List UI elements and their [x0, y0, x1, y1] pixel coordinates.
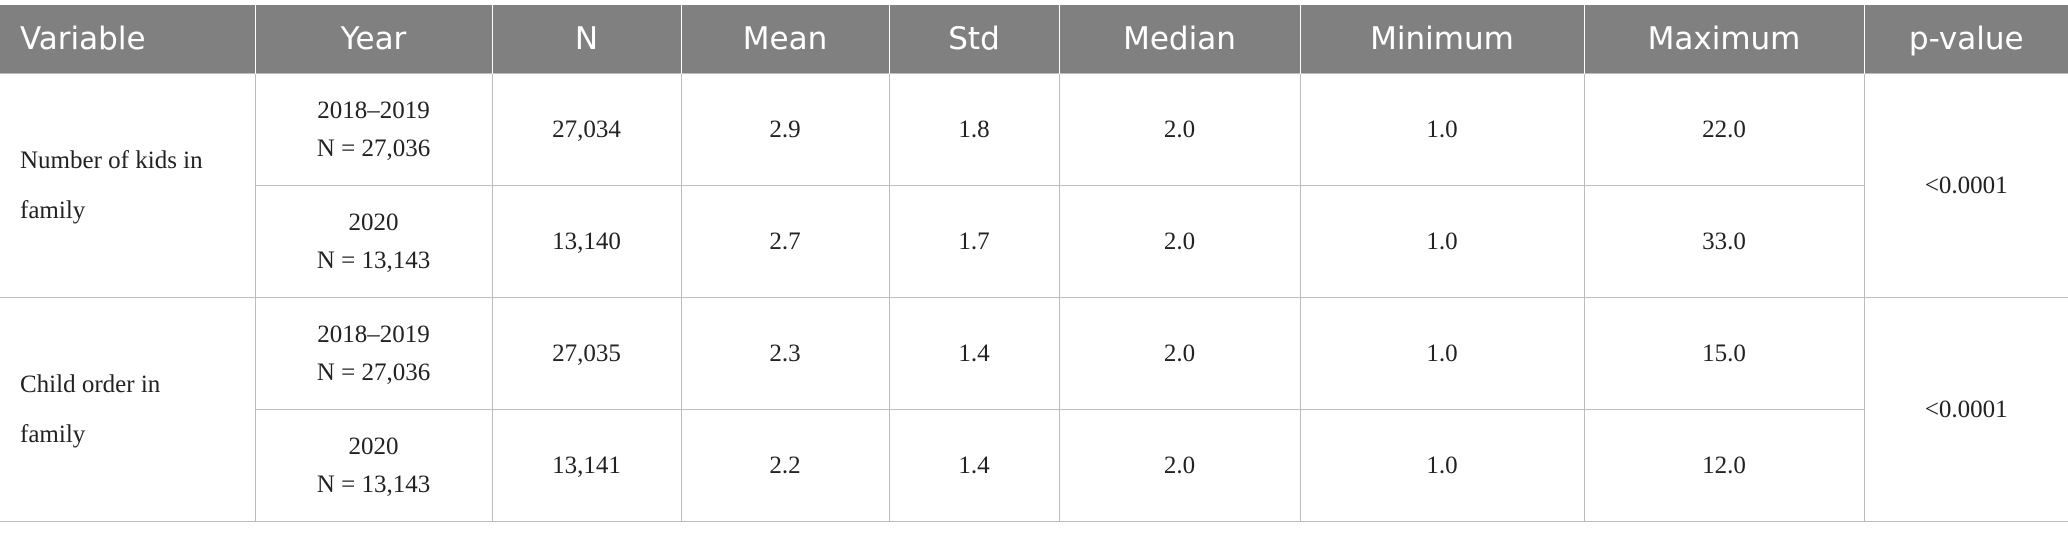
value-cell: 1.0 — [1299, 409, 1585, 522]
year-n: N = 13,143 — [316, 246, 431, 274]
year-n: N = 27,036 — [316, 134, 431, 162]
value-cell: 2.0 — [1058, 297, 1301, 410]
year-cell: 2018–2019 N = 27,036 — [254, 297, 493, 410]
header-cell: Std — [888, 5, 1059, 74]
value-cell: 33.0 — [1583, 185, 1865, 298]
value-cell: 12.0 — [1583, 409, 1865, 522]
value-cell: 27,035 — [491, 297, 682, 410]
table-row: 2020 N = 13,143 13,140 2.7 1.7 2.0 1.0 33.0 — [0, 185, 2068, 298]
value-cell: 15.0 — [1583, 297, 1865, 410]
table-row: Number of kids in family 2018–2019 N = 27,… — [0, 73, 2068, 298]
value-cell: 1.7 — [888, 185, 1060, 298]
table-row: 2020 N = 13,143 13,141 2.2 1.4 2.0 1.0 12.0 — [0, 409, 2068, 522]
p-value-cell: <0.0001 — [1863, 297, 2068, 522]
value-cell: 13,140 — [491, 185, 682, 298]
header-cell: Maximum — [1583, 5, 1864, 74]
value-cell: 2.9 — [680, 73, 890, 186]
header-cell: p-value — [1863, 5, 2068, 74]
value-cell: 1.4 — [888, 297, 1060, 410]
year: 2020 — [348, 432, 399, 460]
year-n: N = 27,036 — [316, 358, 431, 386]
year: 2018–2019 — [317, 96, 430, 124]
value-cell: 1.8 — [888, 73, 1060, 186]
value-cell: 2.7 — [680, 185, 890, 298]
header-cell: Minimum — [1299, 5, 1584, 74]
table-body: Number of kids in family 2018–2019 N = 27,… — [0, 73, 2068, 522]
variable-cell: Child order in family — [0, 297, 256, 522]
header-row: Variable Year N Mean Std Median Minimum Maximum… — [0, 5, 2068, 74]
year-cell: 2018–2019 N = 27,036 — [254, 73, 493, 186]
value-cell: 1.0 — [1299, 185, 1585, 298]
value-cell: 2.3 — [680, 297, 890, 410]
value-cell: 13,141 — [491, 409, 682, 522]
header-cell: Variable — [0, 5, 255, 74]
value-cell: 2.0 — [1058, 185, 1301, 298]
value-cell: 22.0 — [1583, 73, 1865, 186]
header-cell: Mean — [680, 5, 889, 74]
value-cell: 2.0 — [1058, 409, 1301, 522]
p-value-cell: <0.0001 — [1863, 73, 2068, 298]
stats-table: Variable Year N Mean Std Median Minimum Maximum… — [0, 5, 2068, 522]
value-cell: 1.0 — [1299, 73, 1585, 186]
year-n: N = 13,143 — [316, 470, 431, 498]
header-cell: N — [491, 5, 681, 74]
value-cell: 2.0 — [1058, 73, 1301, 186]
year-cell: 2020 N = 13,143 — [254, 409, 493, 522]
year: 2018–2019 — [317, 320, 430, 348]
year-cell: 2020 N = 13,143 — [254, 185, 493, 298]
header-cell: Median — [1058, 5, 1300, 74]
value-cell: 1.4 — [888, 409, 1060, 522]
variable-cell: Number of kids in family — [0, 73, 256, 298]
value-cell: 2.2 — [680, 409, 890, 522]
year: 2020 — [348, 208, 399, 236]
value-cell: 1.0 — [1299, 297, 1585, 410]
table-header: Variable Year N Mean Std Median Minimum Maximum… — [0, 5, 2068, 74]
table-row: Child order in family 2018–2019 N = 27,036… — [0, 297, 2068, 522]
value-cell: 27,034 — [491, 73, 682, 186]
header-cell: Year — [254, 5, 492, 74]
